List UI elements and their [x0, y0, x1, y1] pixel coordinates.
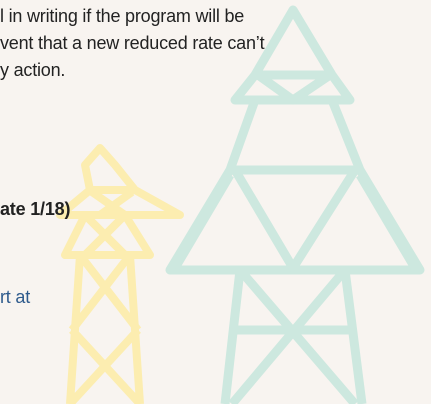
- link-text[interactable]: rt at: [0, 287, 30, 308]
- body-text: l in writing if the program will be: [0, 6, 244, 27]
- body-text: y action.: [0, 60, 65, 81]
- bold-text: ate 1/18): [0, 199, 70, 220]
- page: l in writing if the program will be vent…: [0, 0, 431, 404]
- body-text: vent that a new reduced rate can’t: [0, 33, 264, 54]
